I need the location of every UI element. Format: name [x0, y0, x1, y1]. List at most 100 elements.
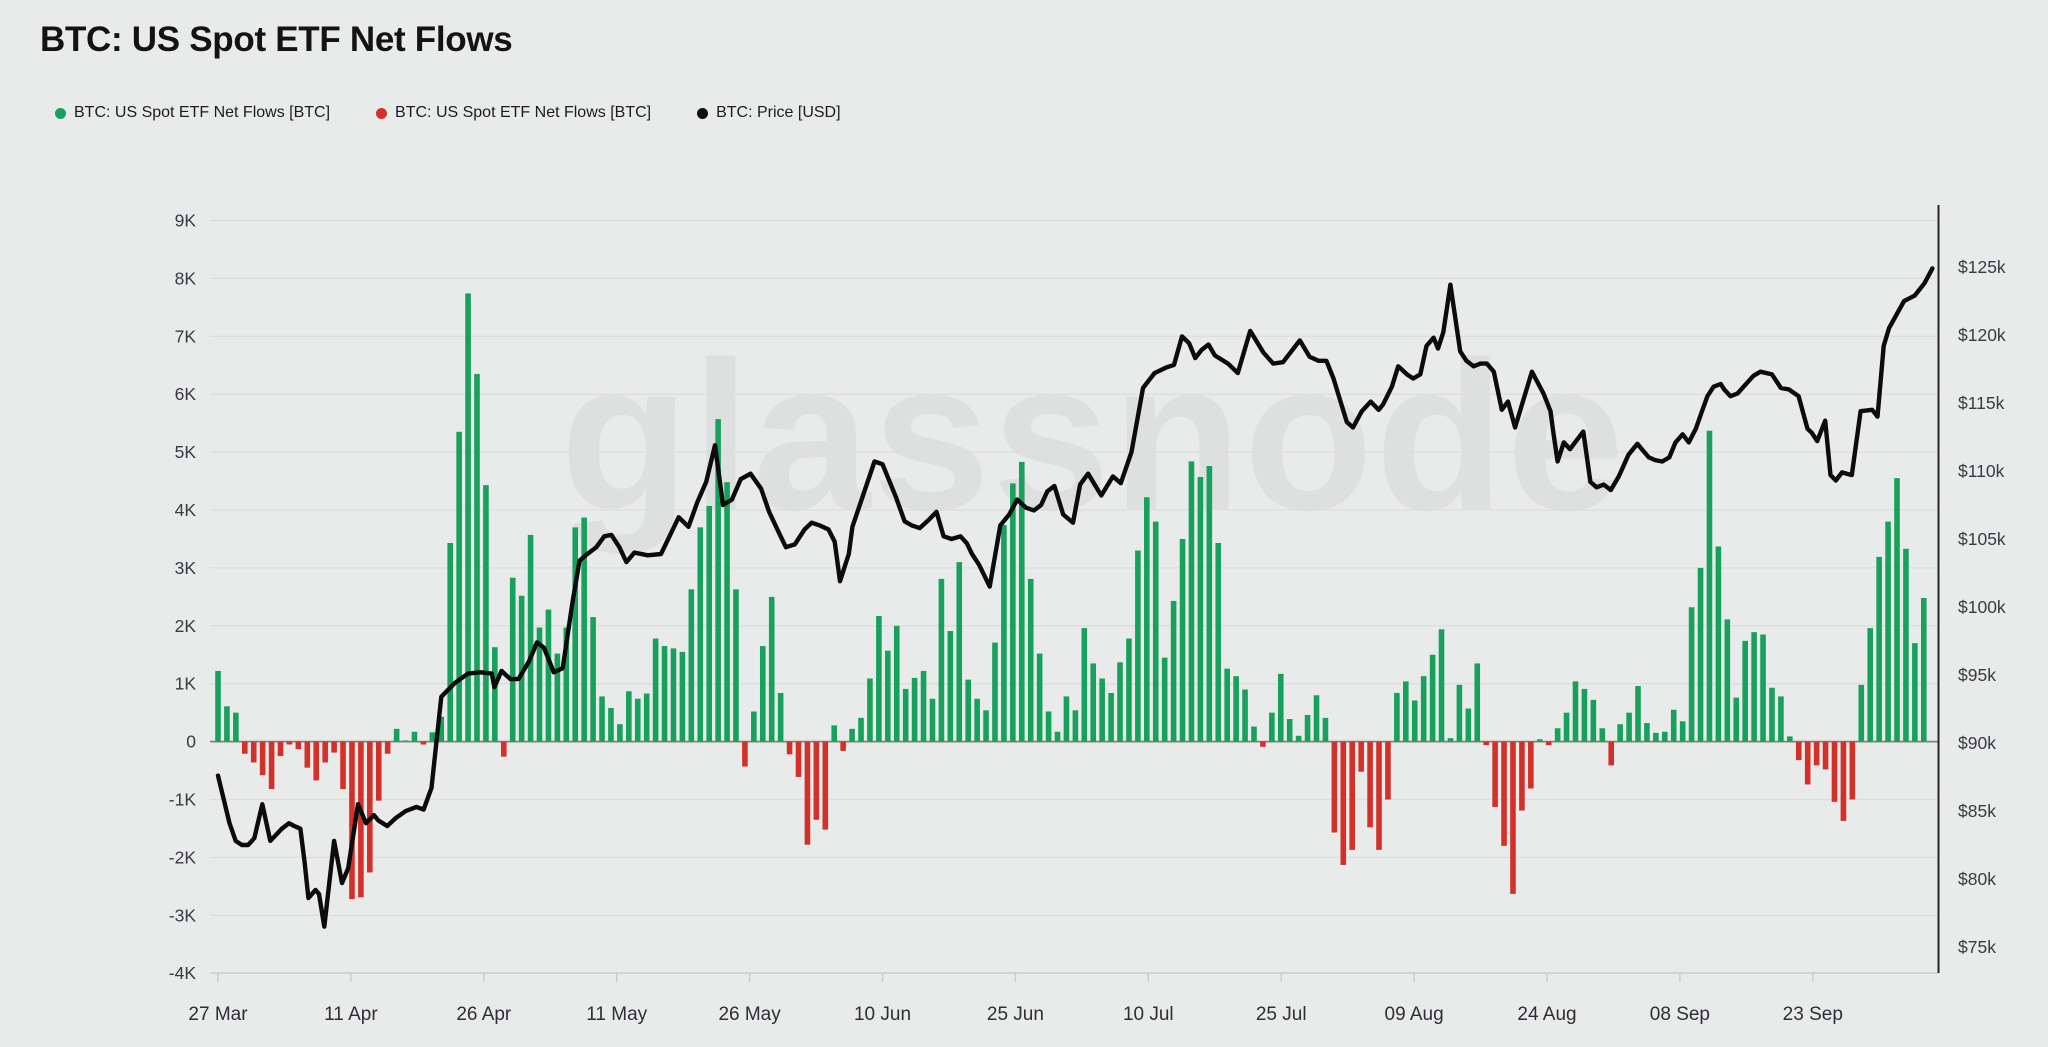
bar-positive[interactable] — [733, 589, 739, 742]
bar-positive[interactable] — [849, 728, 855, 742]
bar-positive[interactable] — [992, 642, 998, 742]
bar-positive[interactable] — [768, 596, 775, 742]
bar-positive[interactable] — [938, 578, 945, 742]
bar-negative[interactable] — [1340, 741, 1347, 865]
bar-negative[interactable] — [1331, 741, 1338, 833]
bar-positive[interactable] — [1295, 735, 1302, 742]
bar-negative[interactable] — [241, 741, 248, 754]
bar-positive[interactable] — [1152, 521, 1159, 742]
bar-negative[interactable] — [1849, 741, 1856, 800]
bar-positive[interactable] — [617, 724, 623, 742]
bar-negative[interactable] — [822, 741, 829, 830]
bar-positive[interactable] — [688, 589, 695, 742]
bar-negative[interactable] — [786, 741, 793, 755]
bar-positive[interactable] — [1885, 521, 1891, 742]
bar-positive[interactable] — [1242, 689, 1248, 742]
bar-negative[interactable] — [277, 741, 284, 757]
bar-positive[interactable] — [1313, 695, 1320, 742]
bar-positive[interactable] — [858, 717, 864, 742]
bar-positive[interactable] — [1197, 476, 1204, 742]
bar-positive[interactable] — [1742, 640, 1748, 742]
bar-positive[interactable] — [885, 650, 891, 742]
bar-positive[interactable] — [1867, 628, 1874, 742]
bar-positive[interactable] — [1635, 686, 1641, 742]
bar-positive[interactable] — [1536, 739, 1543, 742]
bar-positive[interactable] — [1760, 634, 1766, 742]
bar-positive[interactable] — [1438, 629, 1445, 742]
bar-positive[interactable] — [1653, 732, 1659, 742]
bar-positive[interactable] — [1108, 692, 1114, 742]
bar-positive[interactable] — [1224, 668, 1230, 742]
bar-positive[interactable] — [1679, 721, 1686, 742]
bar-negative[interactable] — [795, 741, 802, 777]
bar-positive[interactable] — [1090, 663, 1097, 742]
bar-negative[interactable] — [1528, 741, 1534, 789]
bar-negative[interactable] — [420, 741, 427, 745]
bar-positive[interactable] — [590, 617, 596, 742]
bar-positive[interactable] — [608, 708, 614, 742]
bar-negative[interactable] — [1608, 741, 1615, 766]
bar-negative[interactable] — [313, 741, 320, 781]
bar-positive[interactable] — [1036, 653, 1043, 742]
bar-positive[interactable] — [1215, 543, 1222, 742]
legend-item-price[interactable]: BTC: Price [USD] — [697, 104, 841, 122]
bar-positive[interactable] — [1054, 731, 1061, 742]
bar-negative[interactable] — [1510, 741, 1516, 894]
bar-positive[interactable] — [1081, 628, 1088, 742]
bar-positive[interactable] — [1706, 430, 1713, 742]
bar-positive[interactable] — [697, 527, 704, 742]
bar-positive[interactable] — [1394, 692, 1400, 742]
bar-positive[interactable] — [1590, 699, 1597, 742]
bar-positive[interactable] — [456, 431, 462, 742]
bar-negative[interactable] — [1813, 741, 1820, 766]
bar-positive[interactable] — [1286, 719, 1293, 742]
bar-positive[interactable] — [1715, 546, 1722, 742]
bar-positive[interactable] — [893, 625, 900, 742]
bar-negative[interactable] — [322, 741, 328, 763]
bar-positive[interactable] — [911, 677, 918, 742]
bar-positive[interactable] — [518, 595, 525, 742]
bar-positive[interactable] — [572, 527, 579, 742]
bar-positive[interactable] — [1027, 578, 1034, 742]
bar-positive[interactable] — [1126, 638, 1132, 742]
bar-negative[interactable] — [1376, 741, 1382, 850]
bar-positive[interactable] — [1626, 712, 1632, 742]
bar-negative[interactable] — [1545, 741, 1552, 746]
bar-positive[interactable] — [1251, 726, 1257, 742]
bar-positive[interactable] — [1787, 736, 1793, 742]
bar-positive[interactable] — [1724, 619, 1731, 742]
bar-positive[interactable] — [1599, 728, 1606, 742]
bar-positive[interactable] — [751, 711, 757, 742]
bar-positive[interactable] — [224, 706, 230, 742]
bar-positive[interactable] — [679, 651, 686, 742]
bar-positive[interactable] — [1912, 643, 1918, 742]
bar-positive[interactable] — [965, 679, 971, 742]
bar-positive[interactable] — [233, 712, 239, 742]
bar-negative[interactable] — [813, 741, 820, 820]
bar-negative[interactable] — [1519, 741, 1525, 811]
bar-negative[interactable] — [375, 741, 382, 801]
bar-positive[interactable] — [1135, 550, 1141, 742]
bar-positive[interactable] — [1233, 676, 1239, 742]
bar-negative[interactable] — [268, 741, 275, 790]
bar-negative[interactable] — [1492, 741, 1498, 808]
bar-positive[interactable] — [643, 693, 650, 742]
bar-negative[interactable] — [1795, 741, 1802, 761]
bar-positive[interactable] — [215, 670, 221, 742]
bar-positive[interactable] — [1429, 654, 1436, 742]
bar-negative[interactable] — [304, 741, 311, 768]
bar-negative[interactable] — [1385, 741, 1391, 800]
bar-positive[interactable] — [626, 691, 632, 742]
bar-negative[interactable] — [331, 741, 337, 753]
bar-positive[interactable] — [1778, 696, 1784, 742]
bar-positive[interactable] — [1304, 714, 1311, 742]
bar-positive[interactable] — [1188, 461, 1195, 742]
bar-positive[interactable] — [1465, 708, 1472, 742]
bar-positive[interactable] — [974, 698, 980, 742]
bar-positive[interactable] — [483, 485, 489, 742]
bar-positive[interactable] — [438, 716, 445, 742]
bar-positive[interactable] — [1876, 556, 1882, 742]
bar-negative[interactable] — [1822, 741, 1829, 770]
bar-negative[interactable] — [349, 741, 355, 900]
bar-positive[interactable] — [1751, 632, 1757, 742]
